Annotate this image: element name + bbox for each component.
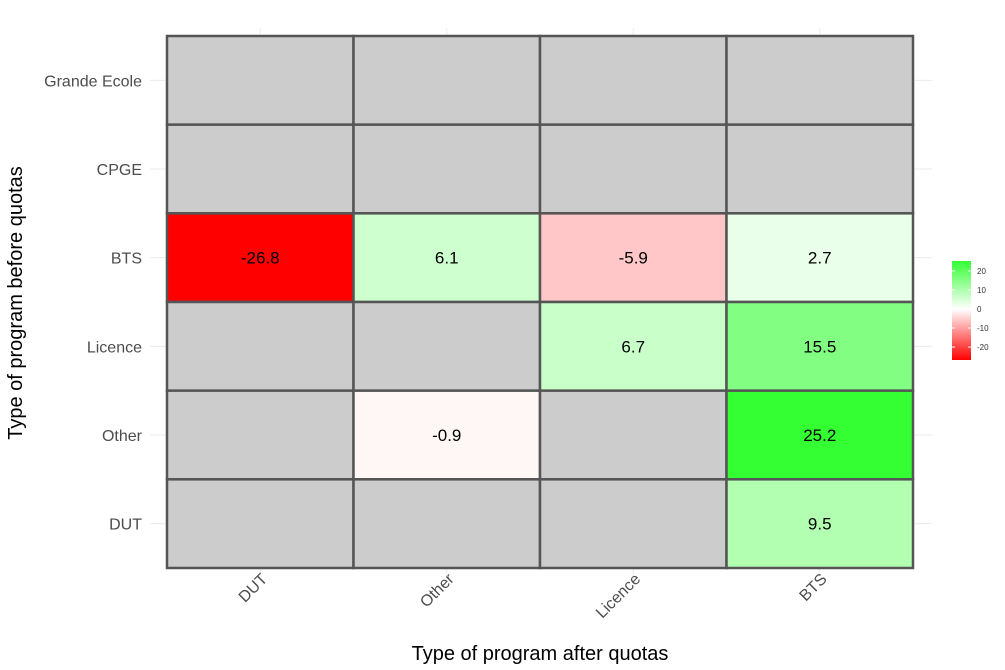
heatmap-cell [725,34,915,126]
y-tick-label: Licence [87,339,142,356]
legend-colorbar [952,261,971,360]
x-axis-title: Type of program after quotas [412,643,669,665]
heatmap-cells: -26.8 6.1 -5.9 2.7 6.7 15.5 -0.9 25.2 9.5 [165,34,915,570]
y-axis-ticks: Grande Ecole CPGE BTS Licence Other DUT [44,73,143,533]
x-tick-label: Other [417,570,458,611]
y-axis-title: Type of program before quotas [5,166,27,440]
heatmap-cell [352,300,542,392]
heatmap-cell [352,123,542,215]
heatmap-cell [352,389,542,481]
x-tick-label: DUT [236,571,271,606]
legend-tick-label: -10 [977,324,989,333]
y-tick-label: Grande Ecole [44,73,142,90]
heatmap-cell [165,478,355,570]
color-legend: 20 10 0 -10 -20 [952,261,989,360]
legend-tick-label: -20 [977,343,989,352]
legend-tick-label: 0 [977,305,982,314]
heatmap-cell [165,300,355,392]
heatmap-cell [725,123,915,215]
heatmap-cell [538,34,728,126]
y-tick-label: CPGE [97,162,142,179]
heatmap-cell [725,478,915,570]
heatmap-cell [352,34,542,126]
cell-value-label: 6.7 [621,337,645,356]
heatmap-cell [538,300,728,392]
heatmap-cell [725,300,915,392]
heatmap-cell [165,389,355,481]
heatmap-cell [165,123,355,215]
legend-tick-label: 10 [977,286,986,295]
cell-value-label: -5.9 [619,249,648,268]
heatmap-cell [725,212,915,304]
heatmap-cell [538,478,728,570]
cell-value-label: -26.8 [241,249,280,268]
y-tick-label: BTS [111,251,142,268]
heatmap-cell [352,212,542,304]
cell-value-label: 25.2 [803,426,836,445]
heatmap-cell [352,478,542,570]
heatmap-cell [538,389,728,481]
cell-value-label: 15.5 [803,337,836,356]
cell-value-label: 9.5 [808,515,832,534]
heatmap-cell [538,123,728,215]
y-tick-label: DUT [109,517,142,534]
cell-value-label: 2.7 [808,249,832,268]
cell-value-label: -0.9 [432,426,461,445]
x-tick-label: BTS [797,571,831,605]
y-tick-label: Other [102,428,143,445]
legend-tick-label: 20 [977,267,986,276]
cell-value-label: 6.1 [435,249,459,268]
x-tick-label: Licence [593,571,644,622]
x-axis-ticks: DUT Other Licence BTS [236,570,831,621]
heatmap-cell [165,34,355,126]
